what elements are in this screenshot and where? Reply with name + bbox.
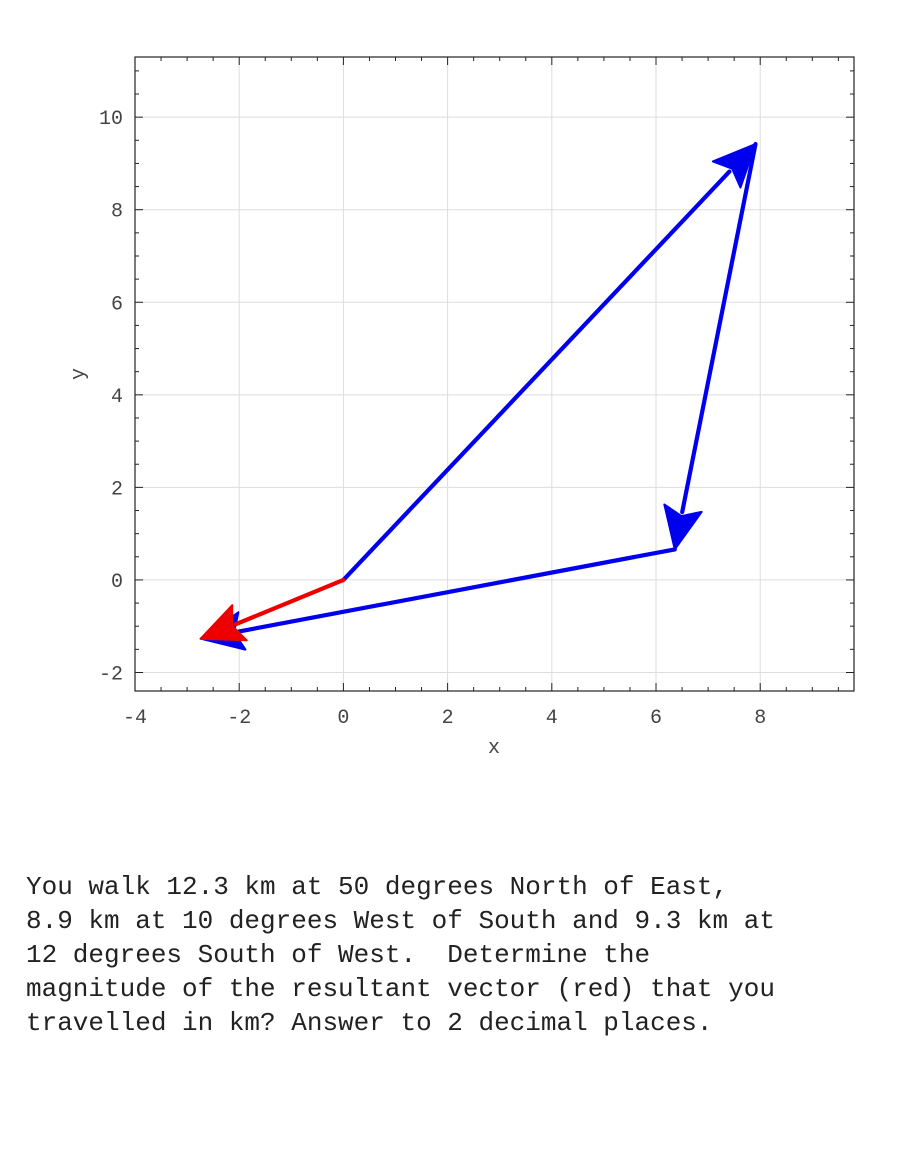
y-tick-label: 8 — [111, 201, 123, 224]
y-tick-label: 4 — [111, 386, 123, 409]
x-tick-label: 0 — [337, 707, 349, 730]
vector-shaft — [341, 169, 732, 583]
x-tick-label: 8 — [754, 707, 766, 730]
y-axis-label: y — [68, 368, 91, 380]
minor-ticks — [134, 57, 854, 691]
displacement-vector — [341, 143, 757, 583]
x-tick-label: 4 — [546, 707, 558, 730]
x-tick-label: -4 — [123, 707, 147, 730]
vector-shaft — [680, 141, 758, 515]
vector-arrowhead — [663, 503, 703, 551]
grid-lines — [135, 57, 854, 691]
x-tick-labels: -4 -2 0 2 4 6 8 — [123, 707, 766, 730]
vector-shaft — [233, 577, 346, 627]
y-tick-label: 2 — [111, 478, 123, 501]
question-text: You walk 12.3 km at 50 degrees North of … — [26, 872, 775, 1038]
plot-frame — [134, 56, 855, 692]
displacement-vector — [199, 547, 677, 651]
vector-arrowhead — [199, 604, 248, 642]
resultant-vector — [199, 577, 346, 642]
x-tick-label: 6 — [650, 707, 662, 730]
y-tick-labels: -2 0 2 4 6 8 10 — [99, 108, 123, 686]
y-tick-label: -2 — [99, 663, 123, 686]
vectors — [199, 141, 758, 651]
x-tick-label: -2 — [227, 707, 251, 730]
x-tick-label: 2 — [442, 707, 454, 730]
vector-shaft — [235, 547, 677, 634]
y-tick-label: 0 — [111, 571, 123, 594]
x-axis-label: x — [488, 737, 500, 760]
displacement-vector — [663, 141, 758, 551]
y-tick-label: 6 — [111, 293, 123, 316]
y-tick-label: 10 — [99, 108, 123, 131]
vector-arrowhead — [711, 143, 757, 189]
